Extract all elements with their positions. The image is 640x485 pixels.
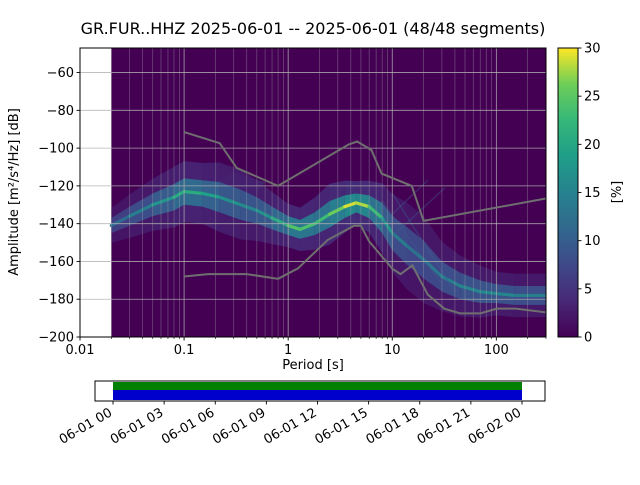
colorbar-tick-label: 10 — [584, 234, 601, 249]
timeline-tick-label: 06-01 09 — [210, 405, 268, 447]
timeline-tick-label: 06-01 18 — [364, 405, 422, 447]
grid — [80, 48, 546, 337]
nhnm-line — [183, 131, 546, 222]
timeline-coverage-top — [113, 382, 522, 390]
y-tick-label: −140 — [38, 217, 74, 232]
y-tick-label: −60 — [47, 66, 74, 81]
psd-streak — [391, 187, 446, 238]
colorbar-tick-label: 0 — [584, 331, 592, 346]
x-axis-label: Period [s] — [282, 358, 344, 373]
timeline-tick-label: 06-01 15 — [313, 405, 371, 447]
timeline-tick-label: 06-01 03 — [108, 405, 166, 447]
axes: 0.01 0.1 1 10 100 −60 −80 −100 −120 −140 −160 −180 −… — [38, 47, 547, 358]
y-tick-label: −200 — [38, 331, 74, 346]
colorbar-tick-label: 30 — [584, 42, 601, 57]
plot-title: GR.FUR..HHZ 2025-06-01 -- 2025-06-01 (48… — [81, 19, 546, 38]
timeline-tick-label: 06-01 06 — [159, 405, 217, 447]
x-tick-label: 0.01 — [66, 343, 95, 358]
colorbar-tick-label: 20 — [584, 138, 601, 153]
timeline-tick-label: 06-02 00 — [466, 405, 524, 447]
y-tick-label: −120 — [38, 179, 74, 194]
psd-streak — [375, 179, 429, 230]
y-tick-label: −100 — [38, 142, 74, 157]
y-tick-label: −180 — [38, 293, 74, 308]
timeline-tick-label: 06-01 12 — [261, 405, 319, 447]
x-tick-label: 100 — [484, 343, 509, 358]
y-tick-label: −160 — [38, 255, 74, 270]
timeline-tick-label: 06-01 21 — [415, 405, 473, 447]
colorbar-gradient — [557, 47, 579, 338]
timeline-coverage-bottom — [113, 390, 522, 400]
noise-models — [183, 131, 546, 315]
colorbar-label: [%] — [610, 181, 625, 204]
x-tick-label: 0.1 — [174, 343, 195, 358]
nlnm-line — [183, 224, 546, 315]
timeline-tick-label: 06-01 00 — [57, 405, 115, 447]
psd-histogram — [109, 48, 546, 337]
y-axis-label: Amplitude [m²/s⁴/Hz] [dB] — [7, 108, 22, 276]
plot-frame — [79, 47, 547, 338]
colorbar-tick-label: 25 — [584, 90, 601, 105]
y-tick-label: −80 — [47, 104, 74, 119]
x-tick-label: 10 — [384, 343, 401, 358]
x-tick-label: 1 — [284, 343, 292, 358]
colorbar-tick-label: 5 — [584, 282, 592, 297]
colorbar-tick-label: 15 — [584, 186, 601, 201]
colorbar: 0 5 10 15 20 25 30 — [557, 42, 601, 346]
